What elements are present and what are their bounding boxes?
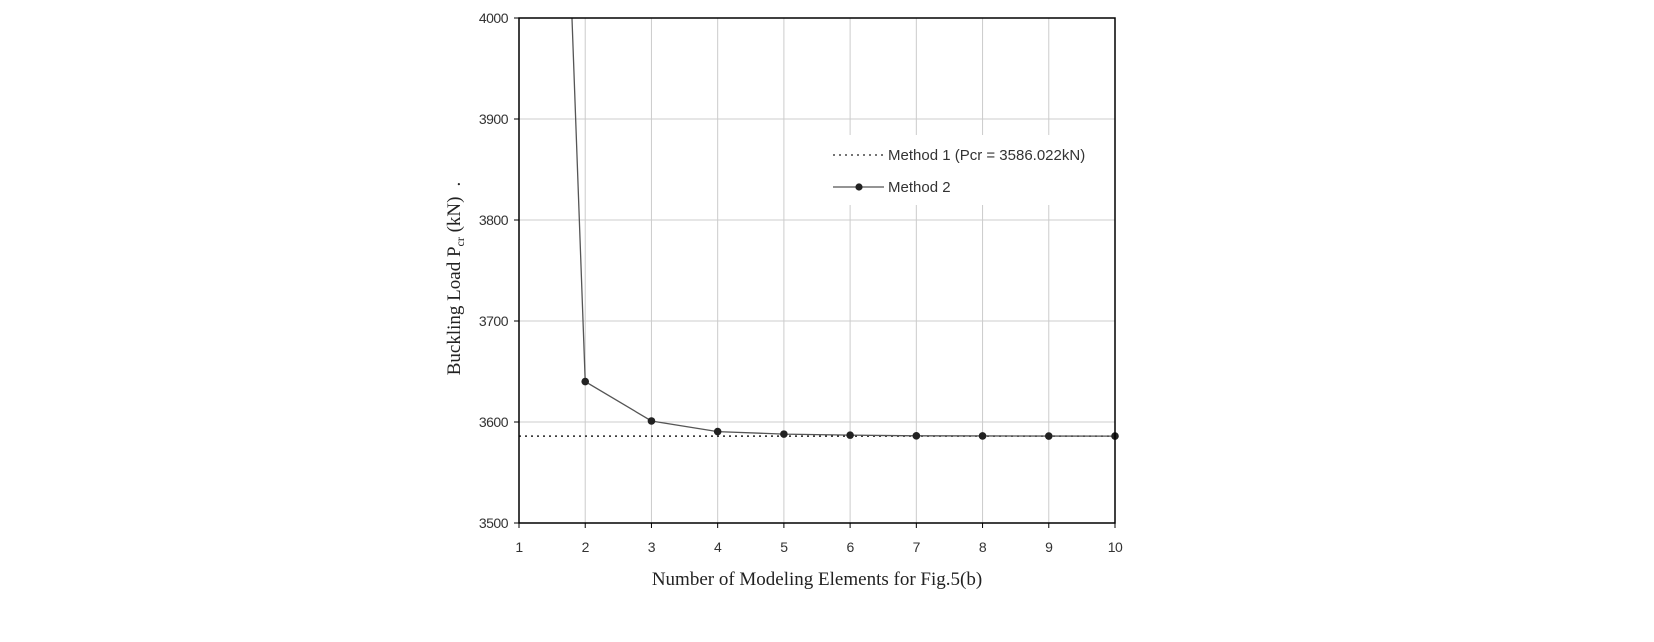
svg-text:Buckling Load Pcr (kN).: Buckling Load Pcr (kN). <box>444 182 467 376</box>
y-axis-title-subscript: cr <box>453 237 467 246</box>
y-axis-title: Buckling Load Pcr (kN). <box>444 182 467 376</box>
y-tick-label: 3800 <box>479 212 509 228</box>
x-tick-label: 10 <box>1108 539 1123 555</box>
series-method-2-point <box>912 432 921 440</box>
x-tick-label: 8 <box>979 539 987 555</box>
x-tick-label: 5 <box>780 539 788 555</box>
series-method-2-point <box>978 432 987 440</box>
series-method-2-point <box>1044 432 1053 440</box>
x-tick-label: 6 <box>846 539 854 555</box>
x-tick-label: 4 <box>714 539 722 555</box>
x-tick-label: 1 <box>515 539 523 555</box>
y-axis-title-unit: (kN) <box>444 197 465 238</box>
series-method-2-point <box>647 417 656 425</box>
grid-lines <box>519 18 1115 523</box>
series-method-2-point <box>581 377 590 386</box>
y-tick-label: 3900 <box>479 111 509 127</box>
legend-label-method-2: Method 2 <box>888 179 951 196</box>
y-tick-label: 3700 <box>479 313 509 329</box>
tick-labels: 1 2 3 4 5 6 7 8 9 10 3500 3600 3700 3800 3900 4000 <box>479 10 1124 555</box>
y-axis-title-main: Buckling Load P <box>444 246 465 375</box>
series-layer <box>519 17 1119 440</box>
series-method-2-point <box>780 430 788 438</box>
y-tick-label: 4000 <box>479 10 509 26</box>
x-axis-title: Number of Modeling Elements for Fig.5(b) <box>652 569 982 590</box>
y-tick-label: 3600 <box>479 414 509 430</box>
legend-background <box>820 135 1105 205</box>
plot-area-frame <box>518 17 1116 524</box>
x-tick-label: 7 <box>913 539 921 555</box>
x-tick-label: 2 <box>582 539 590 555</box>
x-tick-label: 3 <box>648 539 656 555</box>
legend-marker-method-2 <box>855 183 863 191</box>
y-axis-title-dot: . <box>444 182 465 187</box>
x-tick-label: 9 <box>1045 539 1053 555</box>
legend-label-method-1: Method 1 (Pcr = 3586.022kN) <box>888 147 1085 164</box>
series-method-2-line <box>571 17 1116 437</box>
series-method-2-point <box>846 431 854 439</box>
y-tick-label: 3500 <box>479 515 509 531</box>
series-method-2-point <box>713 427 722 436</box>
legend: Method 1 (Pcr = 3586.022kN) Method 2 <box>820 135 1105 205</box>
